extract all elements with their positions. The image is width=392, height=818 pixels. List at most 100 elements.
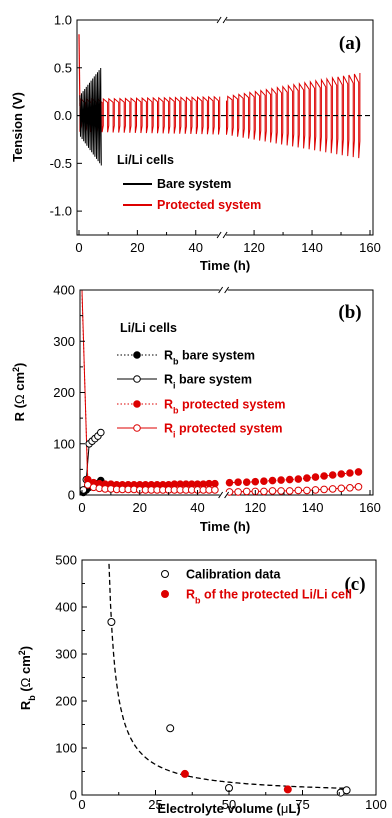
- panel-b-break-gap-0: [219, 287, 228, 293]
- panel-c-y-tick-label: 500: [55, 553, 77, 568]
- panel-c-y-label-sub: b: [27, 695, 37, 701]
- panel-b: 0 20 40 120 140 160 0 100 200 300 400 (b) Time (h)…: [11, 283, 381, 535]
- protected-system-trace-segment-2: [226, 73, 361, 159]
- panel-c-point-series-0: [166, 724, 175, 733]
- panel-a-x-tick-label: 140: [301, 240, 323, 255]
- panel-a-legend-title: Li/Li cells: [117, 153, 174, 167]
- panel-c-x-label-mu: μ: [281, 801, 289, 816]
- panel-a-y-tick-label: 1.0: [54, 13, 72, 28]
- panel-b-y-tick-label: 100: [53, 436, 75, 451]
- x-axis-break-mark-bottom: [216, 231, 228, 239]
- panel-c-x-tick-label: 100: [365, 797, 387, 812]
- panel-b-legend-marker-2: [133, 400, 141, 408]
- x-axis-break-gap-top: [218, 17, 227, 23]
- panel-b-x-tick-label: 120: [244, 500, 266, 515]
- panel-c-fit-curve: [108, 563, 346, 789]
- panel-b-break-mark-0: [218, 286, 230, 294]
- panel-c-y-label-unit: cm: [18, 655, 33, 677]
- panel-b-legend-label-0: Rb bare system: [164, 349, 255, 367]
- panel-b-point-rb-protected-system: [354, 468, 363, 476]
- panel-c-axes: 0 25 50 75 100 0 100 200 300 400 500: [55, 553, 387, 813]
- panel-b-point-rb-protected-system: [268, 476, 277, 485]
- panel-b-point-rb-protected-system: [211, 479, 219, 488]
- panel-c-x-tick-label: 50: [222, 797, 236, 812]
- panel-c-legend-label-0: Calibration data: [186, 568, 282, 582]
- panel-b-point-ri-protected-system: [320, 485, 328, 494]
- panel-c-legend-marker-1: [161, 590, 169, 598]
- panel-c-plot-area: [107, 563, 351, 797]
- panel-b-y-tick-label: 200: [53, 385, 75, 400]
- panel-b-point-ri-protected-system: [337, 484, 346, 493]
- panel-b-point-rb-protected-system: [285, 475, 294, 484]
- panel-c-y-tick-label: 100: [55, 741, 77, 756]
- panel-b-point-rb-protected-system: [337, 470, 346, 478]
- panel-c-y-label-main: R: [18, 700, 33, 710]
- panel-c-y-label-open: (: [18, 687, 33, 696]
- panel-b-point-rb-protected-system: [311, 473, 320, 481]
- panel-b-legend-marker-1: [133, 375, 141, 383]
- protected-system-trace-segment-1: [79, 95, 221, 135]
- panel-a-x-axis-label: Time (h): [200, 258, 250, 273]
- panel-c: 0 25 50 75 100 0 100 200 300 400 500 (c) Electroly…: [17, 553, 387, 817]
- panel-c-y-label-close: ): [18, 646, 33, 650]
- panel-c-y-label-sup: 2: [17, 650, 27, 655]
- panel-b-y-tick-label: 300: [53, 334, 75, 349]
- panel-c-x-label-main: Electrolyte volume (: [157, 801, 281, 816]
- panel-b-point-ri-protected-system: [268, 487, 277, 495]
- protected-system-initial-spike: [78, 34, 81, 107]
- panel-b-point-ri-protected-system: [260, 487, 268, 496]
- panel-b-y-label-omega: Ω: [12, 394, 27, 404]
- panel-c-label: (c): [344, 574, 365, 595]
- panel-c-x-label-rest: L): [288, 801, 300, 816]
- panel-c-y-label-omega: Ω: [18, 677, 33, 687]
- panel-a-y-tick-label: -1.0: [50, 204, 72, 219]
- panel-b-y-label-close: ): [12, 363, 27, 367]
- panel-b-point-ri-protected-system: [242, 487, 251, 496]
- panel-c-legend: Calibration data Rb of the protected Li/L…: [161, 568, 352, 606]
- panel-b-x-tick-label: 140: [302, 500, 324, 515]
- panel-b-point-rb-protected-system: [328, 471, 337, 479]
- panel-c-point-series-0: [342, 786, 351, 795]
- panel-b-plot-area: [79, 289, 363, 497]
- panel-b-y-label-sup: 2: [11, 367, 21, 372]
- panel-a-legend-bare: Bare system: [157, 177, 231, 191]
- panel-a-y-tick-label: 0.0: [54, 108, 72, 123]
- panel-b-series-2-line-1: [229, 471, 359, 484]
- panel-a-y-tick-label: -0.5: [50, 156, 72, 171]
- panel-a-x-tick-label: 0: [75, 240, 82, 255]
- panel-c-y-axis-label: Rb (Ω cm2): [17, 646, 37, 710]
- panel-b-point-rb-protected-system: [234, 478, 242, 487]
- panel-b-legend-label-2: Rb protected system: [164, 398, 286, 416]
- panel-b-point-rb-protected-system: [303, 474, 311, 482]
- panel-b-point-ri-protected-system: [346, 484, 354, 492]
- panel-b-y-tick-label: 400: [53, 283, 75, 298]
- panel-a: 0 20 40 120 140 160 1.0 0.5 0.0 -0.5 -1.0 (a) Time…: [10, 13, 381, 274]
- panel-c-legend-marker-0: [161, 570, 169, 578]
- panel-b-point-rb-protected-system: [225, 478, 234, 487]
- panel-b-point-ri-protected-system: [311, 486, 320, 494]
- panel-b-label: (b): [338, 302, 361, 323]
- panel-b-point-ri-protected-system: [328, 485, 337, 493]
- panel-b-x-tick-label: 0: [78, 500, 85, 515]
- panel-b-series-3-line-1: [229, 486, 359, 493]
- panel-c-point-series-1: [283, 785, 292, 794]
- panel-c-y-tick-label: 0: [70, 788, 77, 803]
- panel-a-y-axis-label: Tension (V): [10, 92, 25, 162]
- panel-b-point-rb-protected-system: [251, 477, 260, 486]
- panel-b-axes: 0 20 40 120 140 160 0 100 200 300 400: [53, 283, 381, 516]
- panel-c-y-tick-label: 200: [55, 694, 77, 709]
- panel-b-legend-title: Li/Li cells: [120, 321, 177, 335]
- panel-a-x-tick-label: 160: [359, 240, 381, 255]
- panel-c-y-tick-label: 400: [55, 600, 77, 615]
- panel-b-point-rb-protected-system: [294, 475, 303, 483]
- panel-b-y-tick-label: 0: [68, 488, 75, 503]
- panel-b-legend-label-1: Ri bare system: [164, 373, 252, 391]
- panel-b-legend-label-3: Ri protected system: [164, 422, 283, 440]
- panel-b-point-ri-protected-system: [354, 483, 363, 491]
- panel-c-x-axis-label: Electrolyte volume (μL): [157, 801, 300, 816]
- panel-b-break-gap-1: [219, 492, 228, 498]
- panel-b-point-rb-protected-system: [242, 478, 251, 487]
- panel-b-y-axis-label: R (Ω cm2): [11, 363, 27, 422]
- panel-b-x-axis-label: Time (h): [200, 519, 250, 534]
